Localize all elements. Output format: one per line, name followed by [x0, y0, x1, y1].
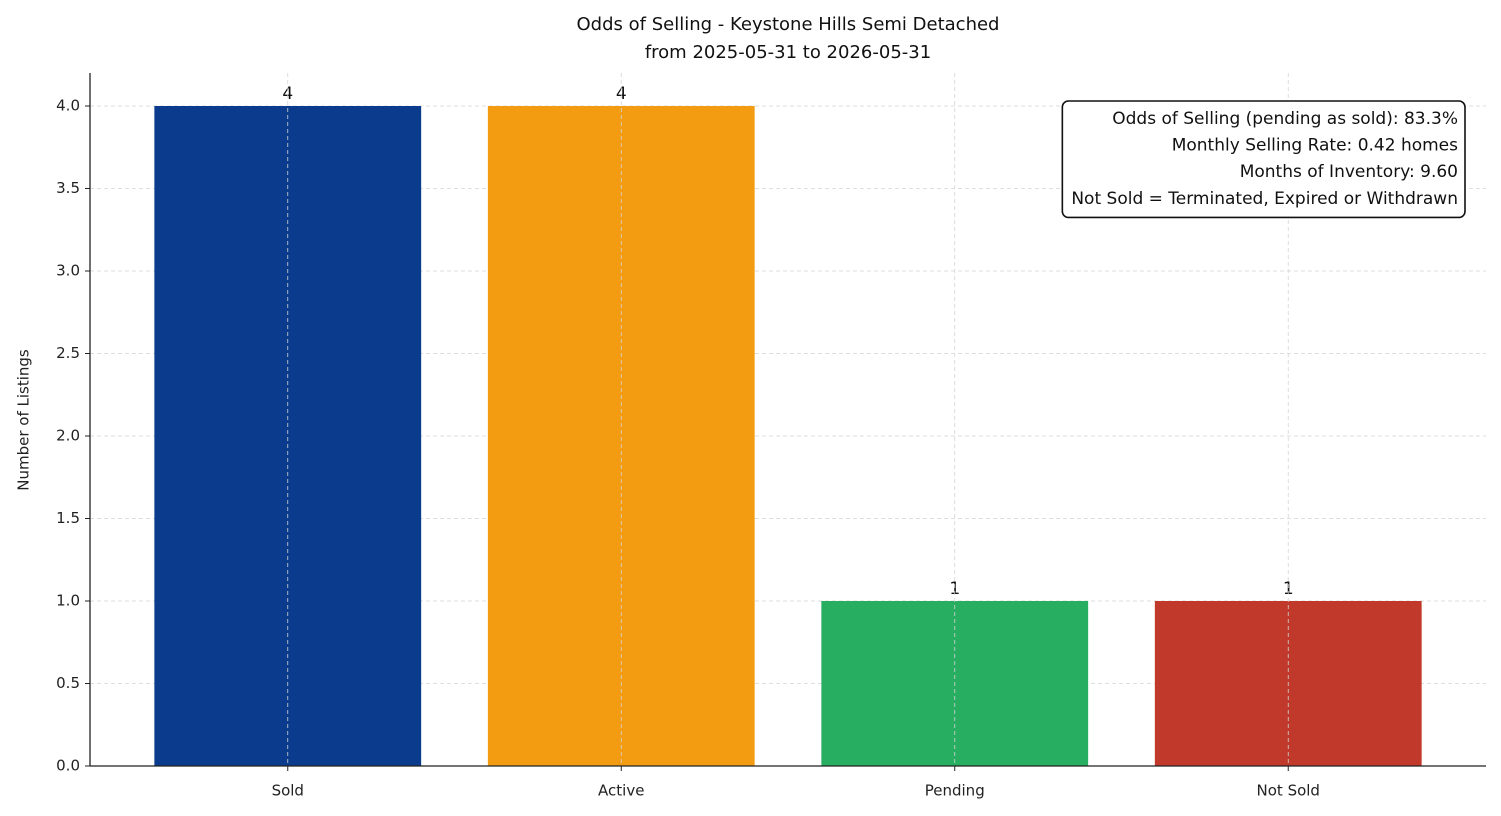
y-tick-label: 1.0 — [56, 592, 80, 610]
y-tick-label: 4.0 — [56, 97, 80, 115]
x-tick-label: Active — [598, 782, 644, 800]
bar — [487, 106, 755, 766]
bar — [154, 106, 422, 766]
y-tick-label: 1.5 — [56, 509, 80, 527]
x-tick-label: Sold — [272, 782, 304, 800]
y-tick-label: 0.5 — [56, 674, 80, 692]
y-tick-label: 2.5 — [56, 344, 80, 362]
data-label: 1 — [1283, 579, 1294, 599]
chart-subtitle: from 2025-05-31 to 2026-05-31 — [645, 42, 931, 63]
y-tick-label: 2.0 — [56, 427, 80, 445]
annotation: Odds of Selling (pending as sold): 83.3%… — [1061, 100, 1466, 219]
x-tick-label: Not Sold — [1257, 782, 1320, 800]
annotation-line: Odds of Selling (pending as sold): 83.3% — [1112, 109, 1458, 129]
chart-title: Odds of Selling - Keystone Hills Semi De… — [577, 14, 1000, 35]
annotation-line: Not Sold = Terminated, Expired or Withdr… — [1071, 189, 1458, 209]
y-tick-label: 3.5 — [56, 179, 80, 197]
x-tick-label: Pending — [925, 782, 985, 800]
y-tick-label: 0.0 — [56, 757, 80, 775]
annotation-line: Monthly Selling Rate: 0.42 homes — [1172, 136, 1458, 156]
annotation-box — [1061, 100, 1466, 219]
data-label: 1 — [949, 579, 960, 599]
y-tick-label: 3.0 — [56, 262, 80, 280]
annotation-line: Months of Inventory: 9.60 — [1240, 162, 1458, 182]
y-axis-label: Number of Listings — [15, 349, 33, 491]
